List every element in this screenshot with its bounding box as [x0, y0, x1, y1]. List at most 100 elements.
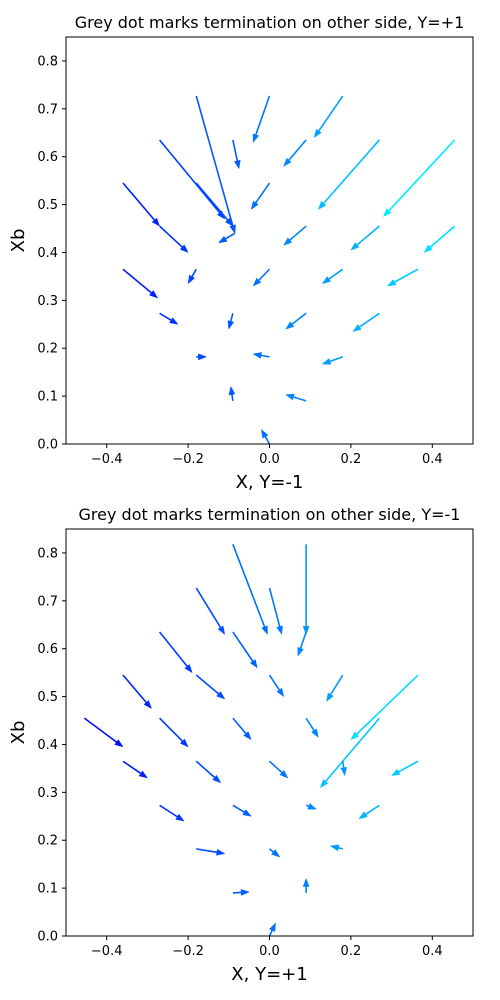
plot-area-frame [65, 36, 474, 445]
quiver-arrow [285, 393, 307, 402]
arrow-field [122, 95, 456, 445]
quiver-arrow [196, 848, 226, 856]
arrow-field [83, 544, 419, 937]
chart-panel-1: Grey dot marks termination on other side… [8, 13, 474, 493]
quiver-arrow [159, 225, 189, 253]
quiver-arrow [340, 761, 347, 777]
quiver-arrow [321, 356, 344, 365]
quiver-arrow [252, 95, 271, 144]
quiver-arrow [252, 268, 271, 287]
quiver-arrow [159, 717, 189, 748]
quiver-arrow [326, 674, 344, 702]
y-tick-label: 0.1 [37, 390, 58, 405]
x-tick-label: 0.4 [422, 452, 443, 467]
x-tick-label: 0.0 [259, 944, 280, 959]
quiver-arrow [329, 844, 343, 852]
quiver-arrow [350, 225, 380, 251]
quiver-arrow [319, 717, 380, 789]
quiver-arrow [250, 182, 271, 210]
quiver-arrow [83, 717, 124, 748]
quiver-arrow [195, 674, 226, 700]
quiver-arrow [268, 587, 283, 636]
quiver-arrow [195, 95, 236, 235]
quiver-arrow [122, 268, 159, 299]
quiver-arrow [423, 225, 456, 253]
y-tick-label: 0.5 [37, 198, 58, 213]
quiver-arrow [317, 139, 380, 210]
chart-panel-2: Grey dot marks termination on other side… [8, 505, 474, 985]
quiver-arrow [227, 313, 235, 330]
quiver-arrow [261, 429, 271, 445]
y-tick-label: 0.0 [37, 930, 58, 945]
quiver-arrow [268, 674, 285, 698]
x-tick-label: −0.2 [172, 944, 204, 959]
x-axis-label: X, Y=+1 [231, 964, 307, 985]
quiver-arrow [297, 631, 307, 657]
y-tick-label: 0.5 [37, 690, 58, 705]
quiver-arrow [305, 717, 319, 738]
y-tick-label: 0.2 [37, 834, 58, 849]
quiver-arrow [313, 95, 344, 139]
quiver-arrow [195, 760, 222, 784]
quiver-arrow [232, 544, 268, 636]
y-tick-label: 0.3 [37, 786, 58, 801]
quiver-arrow [122, 674, 152, 710]
quiver-arrow [358, 804, 380, 820]
y-tick-label: 0.8 [37, 546, 58, 561]
quiver-arrow [283, 139, 307, 167]
x-axis-label: X, Y=-1 [236, 472, 304, 493]
quiver-arrow [252, 352, 270, 359]
y-tick-label: 0.4 [37, 246, 58, 261]
quiver-arrow [122, 182, 161, 227]
y-tick-label: 0.6 [37, 150, 58, 165]
x-tick-label: 0.2 [341, 452, 362, 467]
quiver-arrow [382, 139, 456, 218]
quiver-arrow [268, 922, 276, 937]
x-tick-label: −0.2 [172, 452, 204, 467]
quiver-arrow [269, 848, 281, 858]
y-tick-label: 0.7 [37, 102, 58, 117]
quiver-arrow [302, 544, 310, 636]
y-axis-label: Xb [8, 229, 29, 253]
quiver-arrow [122, 760, 148, 779]
quiver-arrow [302, 877, 310, 893]
quiver-arrow [158, 139, 226, 220]
quiver-arrow [232, 631, 258, 669]
quiver-arrow [283, 225, 307, 246]
quiver-arrow [285, 312, 307, 330]
quiver-arrow [158, 631, 193, 674]
quiver-arrow [187, 268, 197, 285]
y-tick-label: 0.4 [37, 738, 58, 753]
quiver-arrow [218, 232, 236, 244]
quiver-arrow [305, 803, 317, 810]
y-tick-label: 0.0 [37, 438, 58, 453]
y-tick-label: 0.2 [37, 342, 58, 357]
quiver-arrow [195, 587, 226, 635]
x-tick-label: 0.0 [259, 452, 280, 467]
y-tick-label: 0.1 [37, 882, 58, 897]
quiver-arrow [159, 312, 179, 325]
y-axis-label: Xb [8, 721, 29, 745]
y-tick-label: 0.6 [37, 642, 58, 657]
x-tick-label: −0.4 [91, 944, 123, 959]
x-tick-label: 0.4 [422, 944, 443, 959]
quiver-arrow [321, 268, 344, 285]
x-tick-label: −0.4 [91, 452, 123, 467]
x-tick-label: 0.2 [341, 944, 362, 959]
quiver-arrow [268, 760, 289, 779]
quiver-arrow [232, 889, 250, 896]
quiver-arrow [196, 353, 208, 361]
quiver-arrow [232, 139, 241, 170]
y-tick-label: 0.7 [37, 594, 58, 609]
quiver-arrow [390, 760, 419, 776]
quiver-arrow [386, 268, 419, 287]
quiver-arrow [352, 312, 380, 332]
chart-title: Grey dot marks termination on other side… [79, 505, 461, 524]
quiver-arrow [232, 717, 252, 741]
y-tick-label: 0.3 [37, 294, 58, 309]
quiver-arrow [195, 182, 234, 227]
y-tick-label: 0.8 [37, 54, 58, 69]
plot-area-frame [65, 528, 474, 937]
chart-title: Grey dot marks termination on other side… [75, 13, 465, 32]
quiver-arrow [228, 385, 236, 402]
